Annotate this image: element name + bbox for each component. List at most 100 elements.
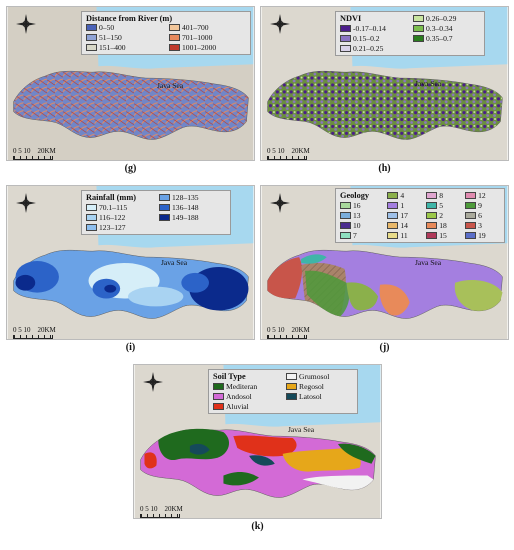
rain-zone: [104, 284, 117, 293]
legend-entry: 12: [465, 191, 500, 200]
legend-swatch: [169, 24, 180, 31]
legend-swatch: [465, 202, 477, 209]
legend-swatch: [340, 222, 351, 229]
legend-entry: 0.21–0.25: [340, 44, 407, 53]
legend: Distance from River (m) 0–50 401–700 51–…: [81, 11, 251, 55]
geology-unit: [346, 282, 379, 311]
legend-entry: Aluvial: [213, 402, 280, 411]
legend-entry: 0.15–0.2: [340, 34, 407, 43]
legend-swatch: [86, 24, 97, 31]
sea-label: Java Sea: [157, 81, 184, 90]
soil-unit: [233, 435, 297, 457]
legend-swatch: [286, 383, 297, 390]
legend-swatch: [465, 192, 477, 199]
legend-swatch: [465, 232, 477, 239]
legend-entry: 6: [465, 211, 500, 220]
legend-swatch: [426, 212, 438, 219]
legend-swatch: [340, 35, 351, 42]
legend-entry: 11: [387, 231, 422, 240]
legend-entry: 0–50: [86, 23, 163, 32]
legend-entries: Geology 4 8 12 16 1 5 9 13 17 2 6 10 14 …: [340, 191, 500, 240]
legend-swatch: [413, 15, 424, 22]
soil-unit: [223, 471, 259, 486]
legend-swatch: [387, 212, 399, 219]
soil-unit: [189, 443, 210, 455]
legend-swatch: [465, 212, 477, 219]
legend-entry: 0.35–0.7: [413, 34, 480, 43]
legend-swatch: [169, 34, 180, 41]
legend-entry: 2: [426, 211, 461, 220]
soil-unit: [158, 428, 230, 461]
scale-bar-graphic: [140, 514, 180, 518]
legend-swatch: [286, 393, 297, 400]
legend-entry: 17: [387, 211, 422, 220]
legend: Geology 4 8 12 16 1 5 9 13 17 2 6 10 14 …: [335, 188, 505, 243]
legend-entry: Mediteran: [213, 382, 280, 391]
north-arrow-icon: [269, 192, 291, 214]
legend-entry: 149–188: [159, 213, 226, 222]
legend-swatch: [213, 393, 224, 400]
map-panel-rainfall: Rainfall (mm) 128–135 70.1–115 136–148 1…: [6, 185, 255, 340]
legend-swatch: [159, 204, 170, 211]
legend-entry: 10: [340, 221, 383, 230]
legend-entry: 9: [465, 201, 500, 210]
sea-label: Java Sea: [415, 258, 442, 267]
legend-entry: 7: [340, 231, 383, 240]
legend-swatch: [340, 202, 351, 209]
rain-zone: [181, 272, 209, 293]
panel-caption: (k): [251, 521, 264, 532]
legend-entry: 70.1–115: [86, 203, 153, 212]
legend: Soil Type Grumosol Mediteran Regosol And…: [208, 369, 358, 414]
legend-swatch: [86, 214, 97, 221]
legend-swatch: [340, 232, 351, 239]
geology-unit: [301, 254, 327, 264]
legend-swatch: [159, 194, 170, 201]
scale-bar-graphic: [267, 156, 307, 160]
legend-swatch: [86, 204, 97, 211]
legend-swatch: [413, 35, 424, 42]
rain-zone: [128, 286, 184, 307]
scale-bar: 0 5 10 20KM: [13, 147, 56, 160]
legend-entry: 0.26–0.29: [413, 14, 480, 23]
legend-swatch: [86, 224, 97, 231]
scale-bar-graphic: [13, 156, 53, 160]
legend-entry: 51–150: [86, 33, 163, 42]
north-arrow-icon: [269, 13, 291, 35]
legend-entry: 8: [426, 191, 461, 200]
legend-swatch: [213, 383, 224, 390]
legend-title: Geology: [340, 191, 370, 200]
north-arrow-icon: [15, 13, 37, 35]
geology-unit: [305, 270, 350, 317]
legend: Rainfall (mm) 128–135 70.1–115 136–148 1…: [81, 190, 231, 235]
legend-swatch: [286, 373, 297, 380]
rain-zone: [15, 274, 36, 291]
map-panel-geology: Geology 4 8 12 16 1 5 9 13 17 2 6 10 14 …: [260, 185, 509, 340]
legend-entry: Latosol: [286, 392, 353, 401]
scale-bar: 0 5 10 20KM: [13, 326, 56, 339]
legend-entries: 0–50 401–700 51–150 701–1000 151–400 100…: [86, 23, 246, 52]
legend-entry: 3: [465, 221, 500, 230]
sea-label: Java Sea: [415, 79, 442, 88]
scale-bar: 0 5 10 20KM: [267, 326, 310, 339]
legend-title: Rainfall (mm): [86, 193, 137, 202]
legend-entry: 13: [340, 211, 383, 220]
legend-swatch: [340, 212, 351, 219]
legend-entry: 116–122: [86, 213, 153, 222]
legend-swatch: [426, 192, 438, 199]
north-arrow-icon: [142, 371, 164, 393]
legend-entry: -0.17–0.14: [340, 24, 407, 33]
legend-swatch: [387, 232, 399, 239]
legend-entry: 4: [387, 191, 422, 200]
legend-entries: NDVI 0.26–0.29 -0.17–0.14 0.3–0.34 0.15–…: [340, 14, 480, 53]
legend-swatch: [387, 202, 399, 209]
legend-swatch: [86, 34, 97, 41]
legend-swatch: [159, 214, 170, 221]
soil-unit: [282, 447, 361, 472]
legend-entry: 14: [387, 221, 422, 230]
soil-unit: [337, 443, 376, 464]
legend-swatch: [426, 202, 438, 209]
soil-unit: [302, 475, 374, 490]
scale-bar: 0 5 10 20KM: [140, 505, 183, 518]
north-arrow-icon: [15, 192, 37, 214]
soil-unit: [249, 455, 275, 466]
